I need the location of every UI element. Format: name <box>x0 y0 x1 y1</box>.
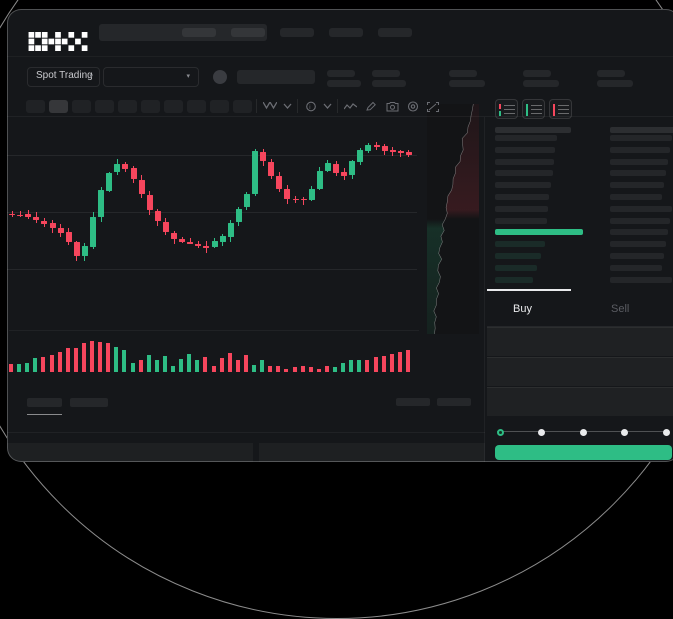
svg-text:i: i <box>309 105 310 111</box>
